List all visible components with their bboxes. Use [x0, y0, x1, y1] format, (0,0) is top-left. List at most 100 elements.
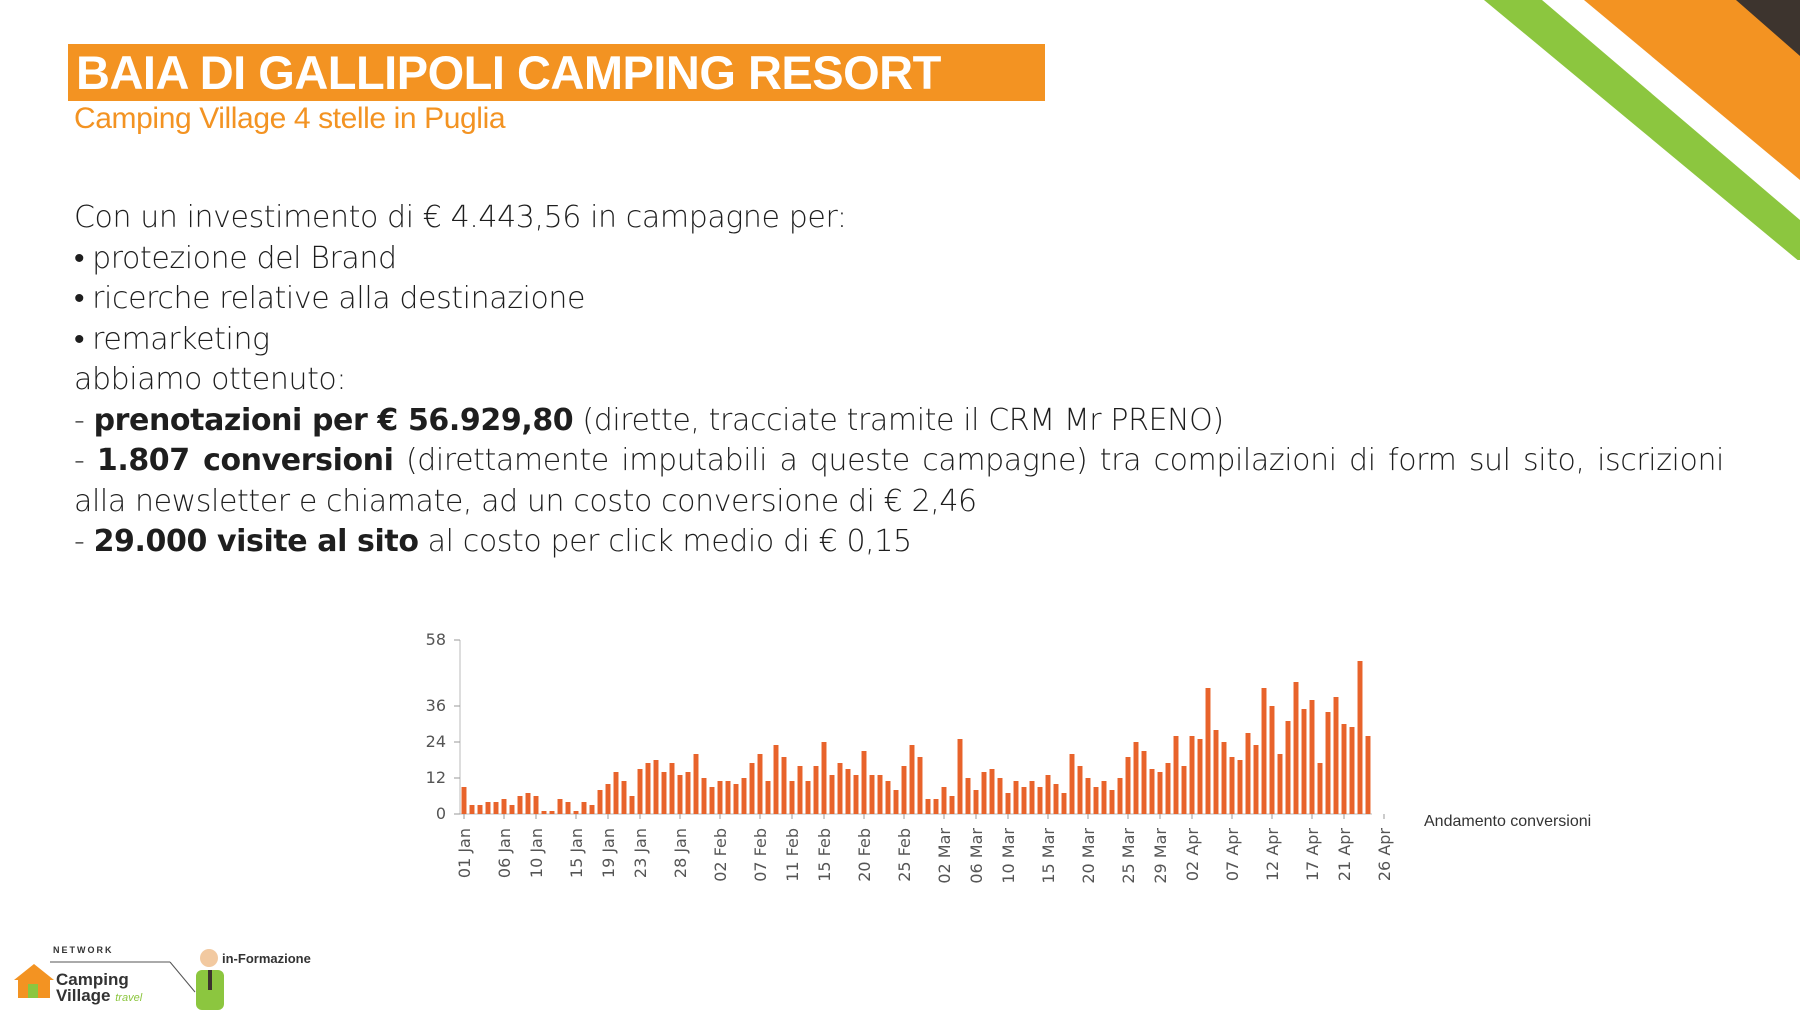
result-prefix: -	[74, 443, 97, 478]
logo-brand-text: Camping Village travel	[56, 970, 143, 1005]
chart-bar	[1173, 736, 1179, 814]
chart-bar	[725, 781, 731, 814]
chart-bar	[821, 742, 827, 814]
chart-bar	[1093, 787, 1099, 814]
chart-bar	[677, 775, 683, 814]
chart-bar	[477, 805, 483, 814]
x-tick-label: 20 Mar	[1079, 828, 1098, 884]
chart-bar	[1013, 781, 1019, 814]
x-tick-label: 06 Mar	[967, 828, 986, 884]
result-prefix: -	[74, 524, 94, 559]
chart-bar	[661, 772, 667, 814]
chart-bar	[469, 805, 475, 814]
chart-bar	[1141, 751, 1147, 814]
chart-bar	[941, 787, 947, 814]
chart-bar	[1237, 760, 1243, 814]
x-tick-label: 28 Jan	[671, 828, 690, 878]
chart-bar	[533, 796, 539, 814]
chart-bar	[949, 796, 955, 814]
chart-bar	[997, 778, 1003, 814]
chart-bar	[565, 802, 571, 814]
chart-bar	[1325, 712, 1331, 814]
chart-bar	[701, 778, 707, 814]
chart-bar	[1069, 754, 1075, 814]
x-tick-label: 21 Apr	[1335, 828, 1354, 882]
chart-bar	[1085, 778, 1091, 814]
x-tick-label: 02 Apr	[1183, 828, 1202, 882]
bullet-label: protezione del Brand	[92, 240, 397, 276]
chart-bar	[645, 763, 651, 814]
chart-bar	[485, 802, 491, 814]
chart-bar	[461, 787, 467, 814]
chart-bar	[717, 781, 723, 814]
chart-bar	[957, 739, 963, 814]
chart-bar	[541, 811, 547, 814]
chart-bar	[605, 784, 611, 814]
x-tick-label: 15 Jan	[567, 828, 586, 878]
person-tie-icon	[208, 970, 212, 990]
chart-bar	[621, 781, 627, 814]
chart-bar	[709, 787, 715, 814]
chart-bar	[1157, 772, 1163, 814]
x-tick-label: 06 Jan	[495, 828, 514, 878]
logo-line-diag	[169, 961, 196, 993]
intro-line: Con un investimento di € 4.443,56 in cam…	[74, 200, 847, 235]
chart-bar	[1221, 742, 1227, 814]
chart-bar	[1253, 745, 1259, 814]
x-tick-label: 20 Feb	[855, 828, 874, 882]
chart-bar	[581, 802, 587, 814]
chart-bar	[845, 769, 851, 814]
chart-bar	[805, 781, 811, 814]
x-tick-label: 17 Apr	[1303, 828, 1322, 882]
chart-bar	[789, 781, 795, 814]
house-icon	[14, 964, 54, 998]
chart-bar	[797, 766, 803, 814]
chart-bar	[493, 802, 499, 814]
x-tick-label: 25 Feb	[895, 828, 914, 882]
result-detail: (dirette, tracciate tramite il CRM Mr PR…	[573, 402, 1224, 438]
chart-bar	[597, 790, 603, 814]
chart-bar	[901, 766, 907, 814]
chart-bar	[589, 805, 595, 814]
chart-bar	[1077, 766, 1083, 814]
chart-bar	[509, 805, 515, 814]
result-highlight: 29.000 visite al sito	[93, 524, 419, 559]
stripe-green	[1484, 0, 1800, 260]
chart-bar	[693, 754, 699, 814]
x-tick-label: 19 Jan	[599, 828, 618, 878]
bullet-label: ricerche relative alla destinazione	[92, 281, 586, 316]
person-head-icon	[200, 949, 218, 967]
chart-bar	[1261, 688, 1267, 814]
chart-bar	[973, 790, 979, 814]
x-tick-label: 02 Feb	[711, 828, 730, 882]
result-prefix: -	[74, 402, 94, 438]
chart-bar	[1149, 769, 1155, 814]
chart-bar	[861, 751, 867, 814]
x-tick-label: 07 Feb	[751, 828, 770, 882]
chart-bar	[917, 757, 923, 814]
chart-bar	[1269, 706, 1275, 814]
chart-bar	[613, 772, 619, 814]
chart-bar	[1309, 700, 1315, 814]
chart-bar	[965, 778, 971, 814]
stripe-dark	[1736, 0, 1800, 56]
x-tick-label: 07 Apr	[1223, 828, 1242, 882]
chart-legend: Andamento conversioni	[1424, 813, 1592, 830]
chart-bar	[877, 775, 883, 814]
chart-bar	[1101, 781, 1107, 814]
chart-bar	[893, 790, 899, 814]
result-conversions: - 1.807 conversioni (direttamente imputa…	[74, 441, 1724, 522]
corner-stripes	[1484, 0, 1800, 260]
x-tick-label: 25 Mar	[1119, 828, 1138, 884]
y-tick-label: 0	[436, 804, 446, 823]
chart-bar	[1277, 754, 1283, 814]
chart-bar	[757, 754, 763, 814]
chart-bar	[813, 766, 819, 814]
chart-bar	[1021, 787, 1027, 814]
chart-bar	[685, 772, 691, 814]
chart-bar	[1229, 757, 1235, 814]
chart-bar	[989, 769, 995, 814]
chart-bar	[629, 796, 635, 814]
chart-bar	[1197, 739, 1203, 814]
chart-bar	[1045, 775, 1051, 814]
